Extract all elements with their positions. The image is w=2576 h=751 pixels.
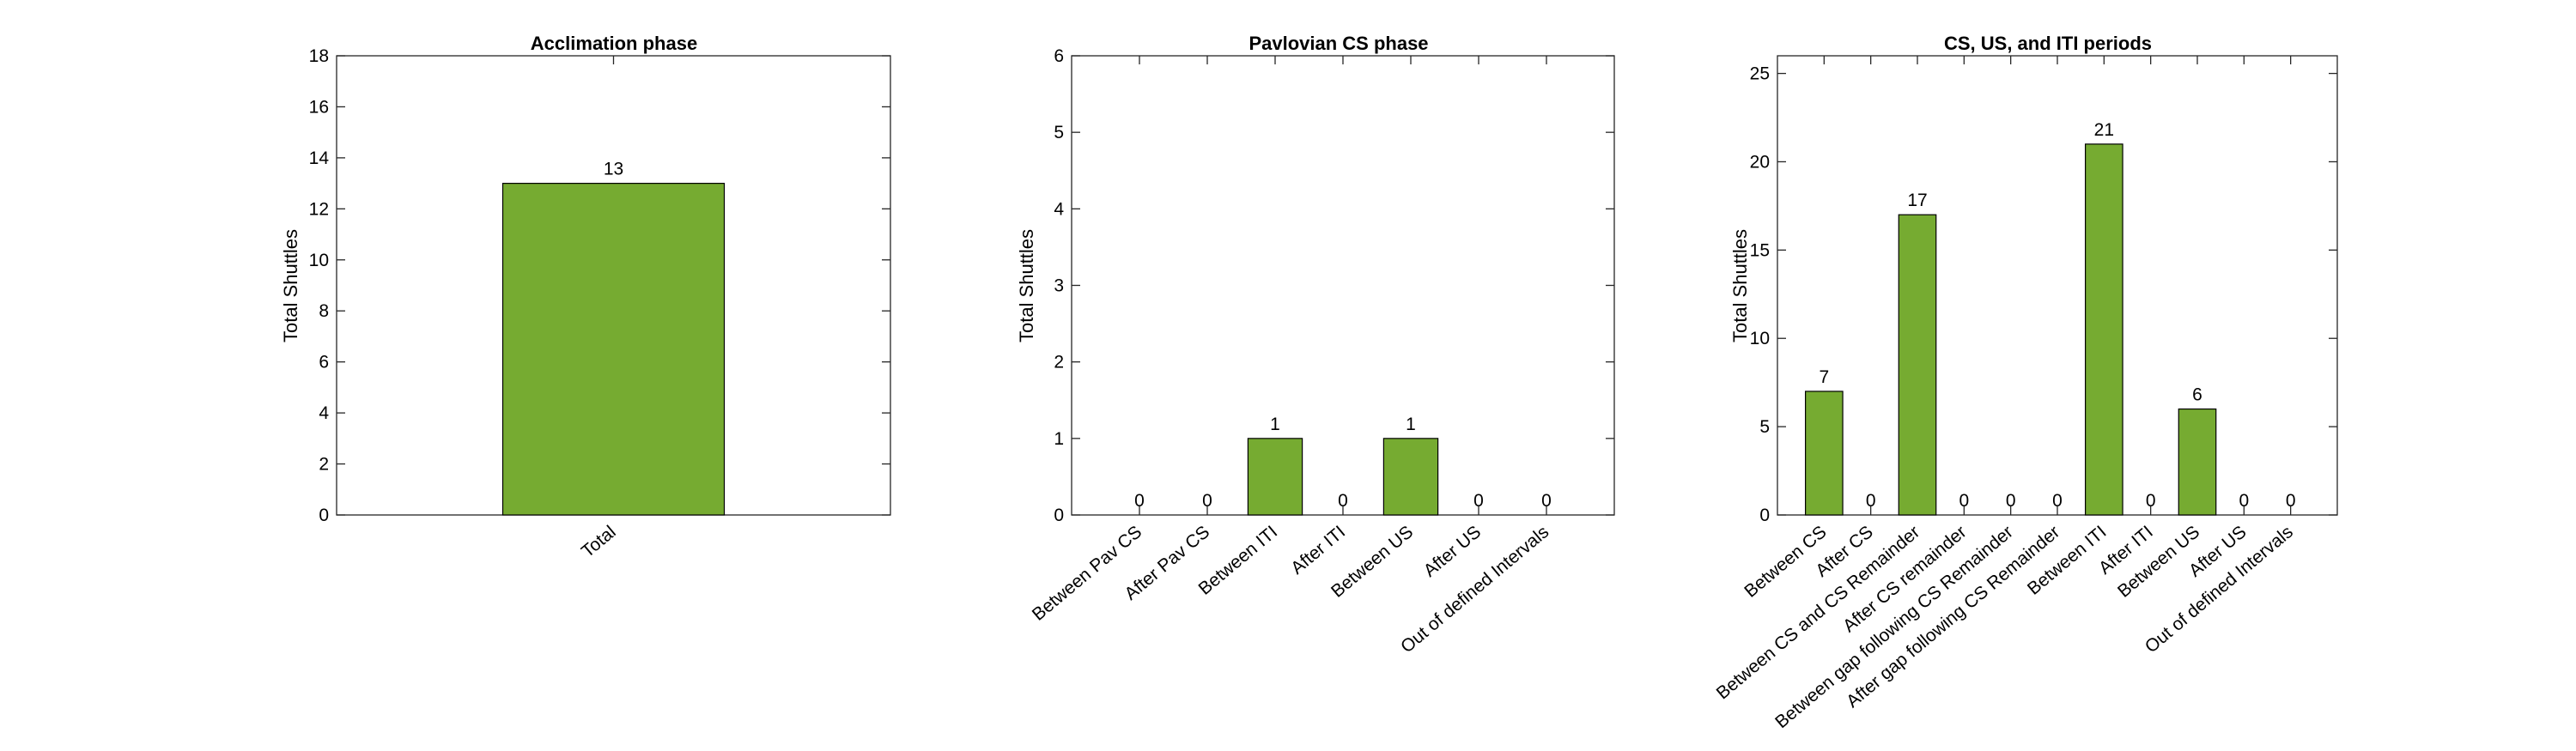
y-tick-label: 10 (1750, 329, 1770, 348)
y-tick-label: 4 (319, 403, 329, 423)
data-label: 0 (2146, 491, 2156, 511)
y-tick-label: 6 (1054, 46, 1064, 66)
data-label: 21 (2094, 120, 2114, 140)
y-tick-label: 16 (309, 97, 329, 117)
data-label: 0 (2239, 491, 2249, 511)
y-tick-label: 2 (319, 455, 329, 475)
data-label: 0 (1202, 491, 1212, 511)
bar (1805, 391, 1844, 516)
y-tick-label: 8 (319, 301, 329, 321)
y-axis-label: Total Shuttles (280, 229, 301, 342)
bar (501, 183, 726, 516)
y-tick-label: 6 (319, 353, 329, 372)
axes-box (1071, 55, 1615, 516)
data-label: 0 (1541, 491, 1552, 511)
y-tick-label: 18 (309, 46, 329, 66)
y-tick-label: 5 (1054, 123, 1064, 142)
data-label: 0 (2286, 491, 2296, 511)
y-tick-label: 4 (1054, 199, 1064, 219)
y-axis-label: Total Shuttles (1729, 229, 1751, 342)
y-tick-label: 15 (1750, 240, 1770, 260)
bar (2085, 143, 2123, 516)
data-label: 0 (1338, 491, 1348, 511)
cs-us-iti-chart: CS, US, and ITI periods Total Shuttles 0… (1713, 33, 2338, 732)
y-tick-label: 25 (1750, 64, 1770, 84)
y-tick-label: 3 (1054, 276, 1064, 296)
y-tick-label: 20 (1750, 152, 1770, 172)
data-label: 0 (2006, 491, 2016, 511)
y-tick-label: 12 (309, 199, 329, 219)
x-tick-label: Between Pav CS (1029, 522, 1145, 625)
y-tick-label: 0 (1054, 506, 1064, 525)
data-label: 1 (1270, 415, 1280, 434)
y-tick-label: 5 (1759, 417, 1770, 437)
y-tick-label: 14 (309, 148, 330, 168)
chart-title: Acclimation phase (531, 33, 697, 54)
y-tick-label: 0 (1759, 506, 1770, 525)
y-axis-label: Total Shuttles (1016, 229, 1037, 342)
y-tick-label: 2 (1054, 353, 1064, 372)
axes-box (1777, 55, 2338, 516)
pavlovian-cs-chart: Pavlovian CS phase Total Shuttles 0 1 2 3 4 5… (1016, 33, 1615, 657)
data-label: 17 (1907, 191, 1927, 210)
chart-title: Pavlovian CS phase (1249, 33, 1428, 54)
x-tick-label: After US (1420, 522, 1485, 581)
data-label: 0 (1959, 491, 1969, 511)
chart-title: CS, US, and ITI periods (1944, 33, 2152, 54)
y-tick-label: 1 (1054, 429, 1064, 449)
bar (1898, 214, 1937, 516)
data-label: 0 (2052, 491, 2063, 511)
data-label: 1 (1406, 415, 1416, 434)
y-tick-label: 10 (309, 251, 329, 270)
data-label: 6 (2192, 385, 2202, 405)
x-tick-label: After ITI (1287, 522, 1349, 578)
data-label: 0 (1866, 491, 1876, 511)
data-label: 0 (1473, 491, 1484, 511)
bar (1382, 438, 1439, 516)
bar (2178, 408, 2217, 516)
data-label: 0 (1134, 491, 1145, 511)
data-label: 7 (1819, 367, 1829, 387)
acclimation-chart: Acclimation phase Total Shuttles 0 2 4 6 8 10… (280, 33, 891, 561)
data-label: 13 (604, 160, 623, 179)
bar (1247, 438, 1303, 516)
x-tick-label: Total (578, 522, 620, 561)
y-tick-label: 0 (319, 506, 329, 525)
